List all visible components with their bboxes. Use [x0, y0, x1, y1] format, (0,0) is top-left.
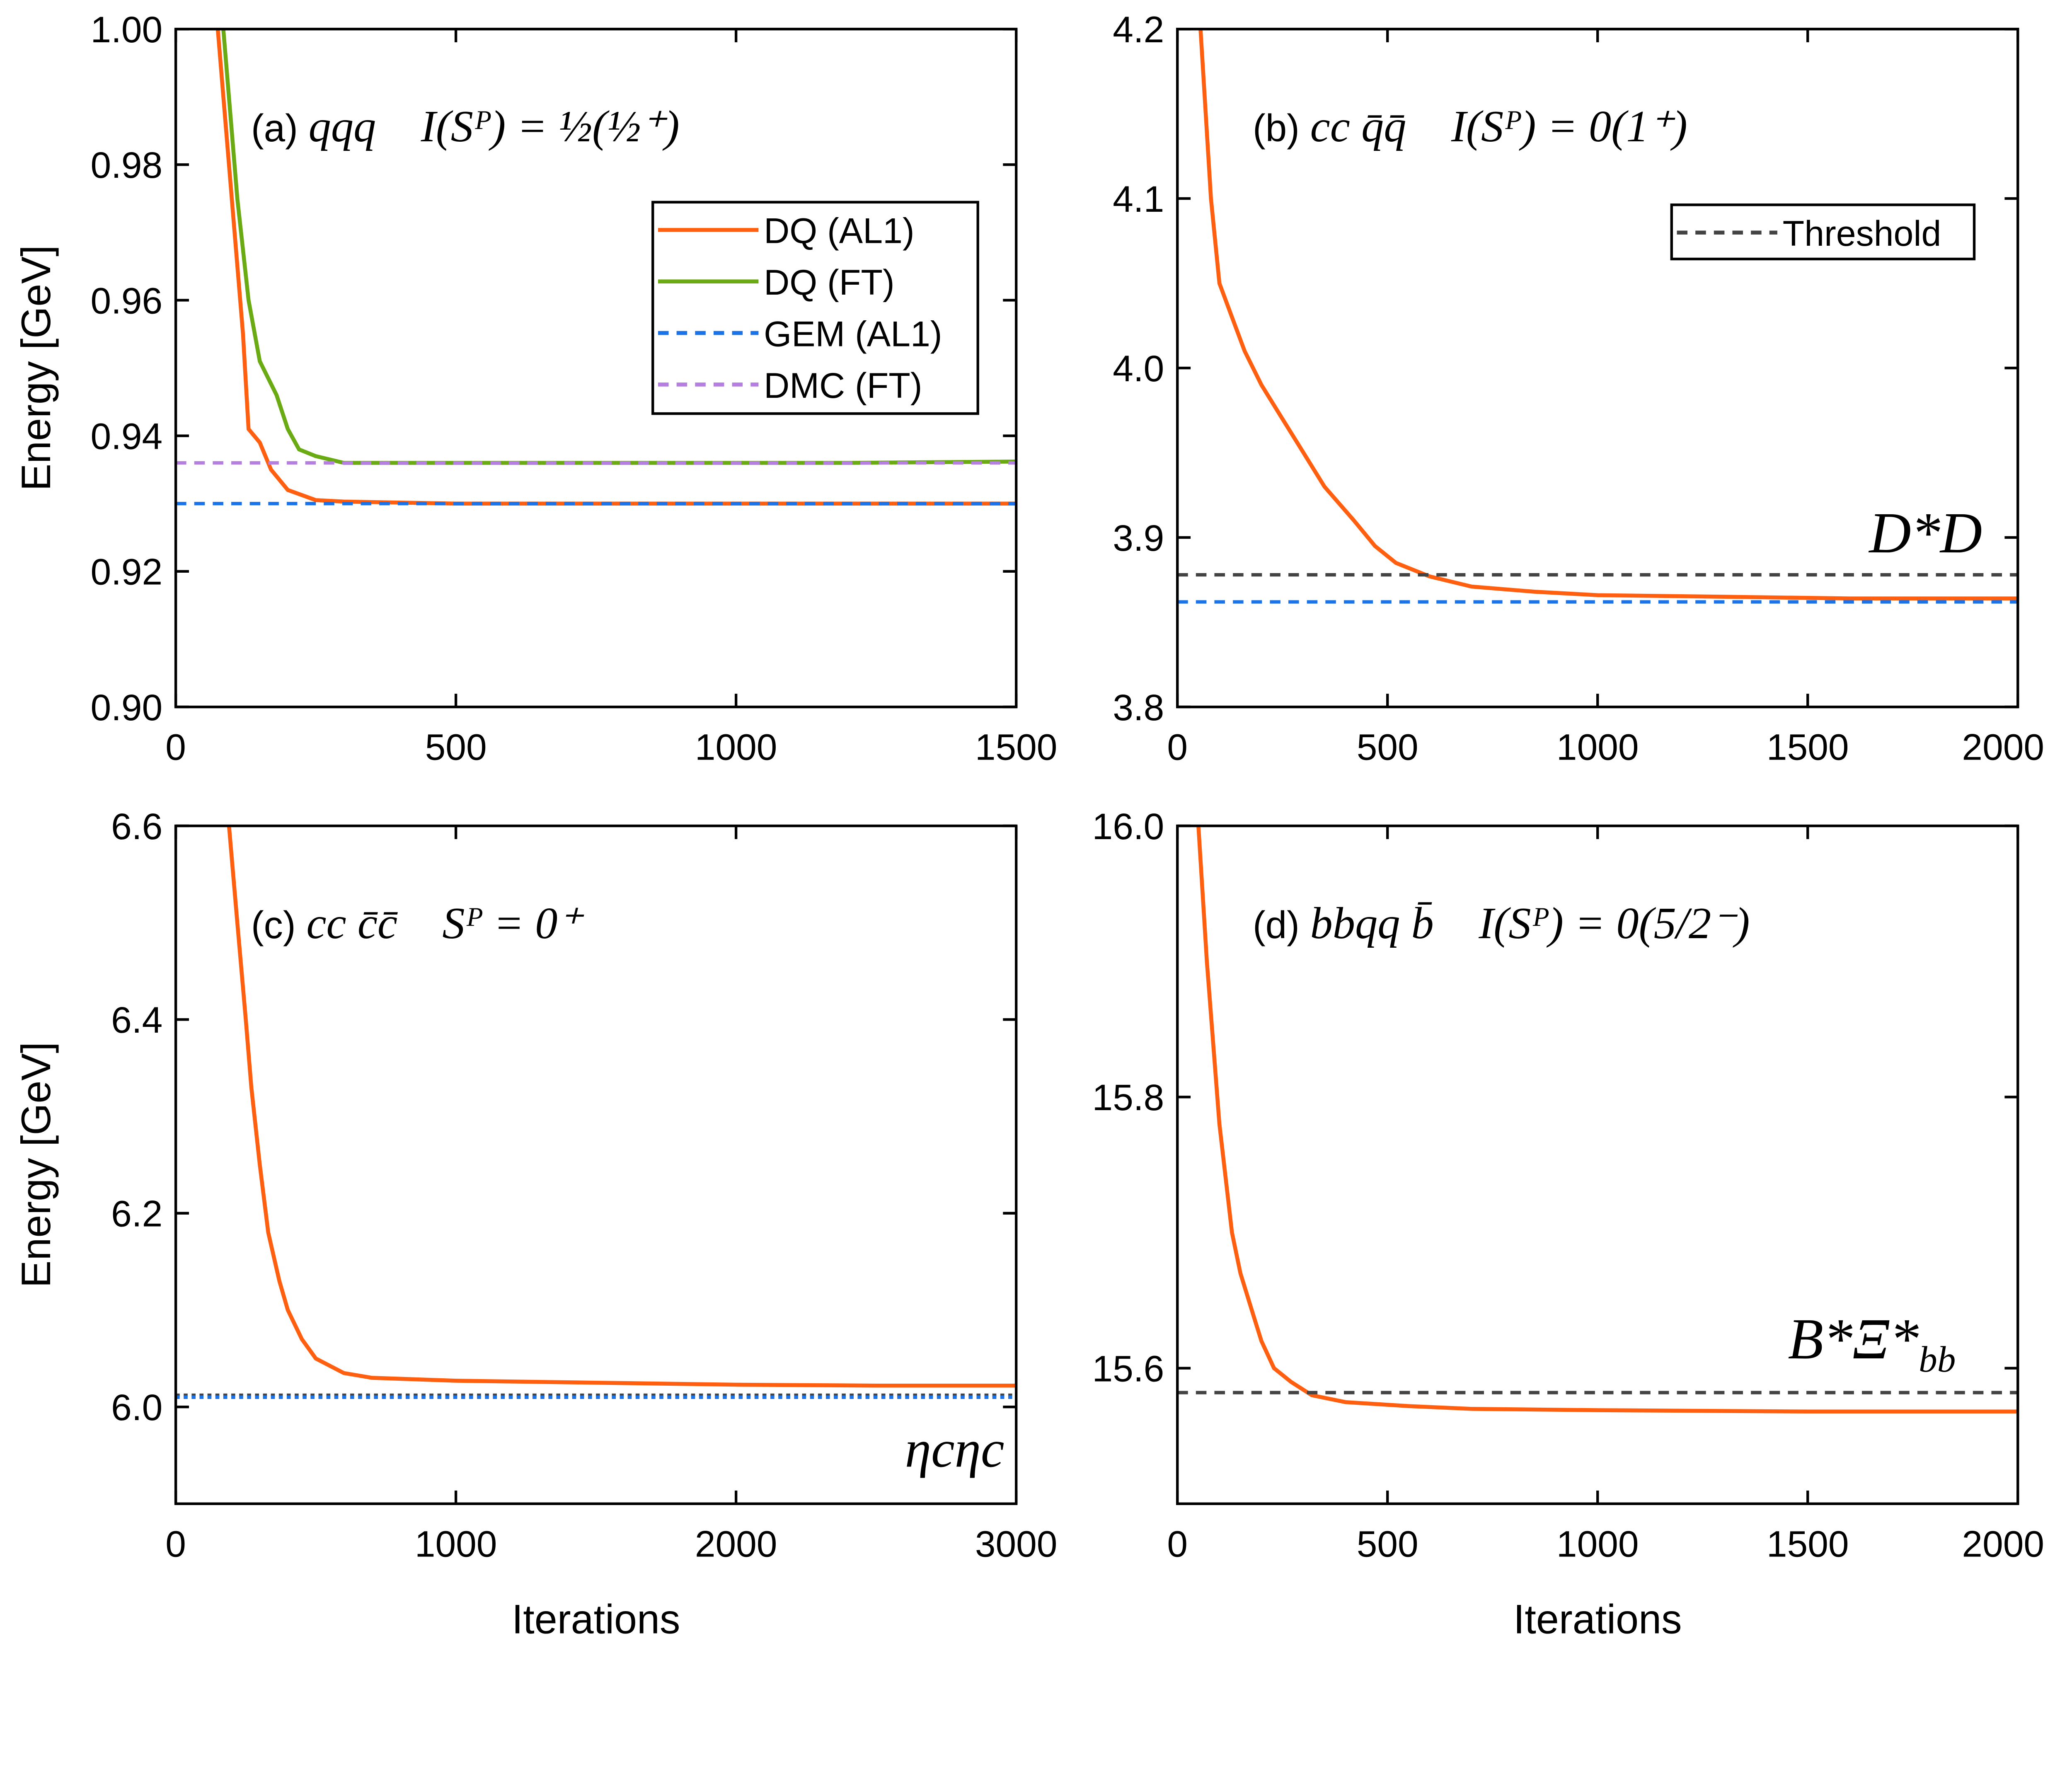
y-tick-label: 0.90: [90, 687, 162, 728]
panel-letter: (c): [251, 903, 307, 946]
y-tick-label: 1.00: [90, 9, 162, 50]
legend-box: [651, 201, 979, 415]
y-tick-label: 0.96: [90, 280, 162, 321]
x-tick-label: 500: [1357, 726, 1418, 768]
y-tick-label: 4.2: [1113, 9, 1164, 50]
panel-letter: (d): [1253, 903, 1310, 946]
panel-title: (a) qqq I(Sᴾ) = ½(½⁺): [251, 102, 680, 151]
y-tick-label: 16.0: [1092, 806, 1164, 847]
y-tick-label: 6.4: [111, 999, 162, 1041]
y-tick-label: 0.92: [90, 551, 162, 593]
y-tick-label: 0.94: [90, 416, 162, 457]
plot-frame: [174, 824, 1018, 1505]
series-line-dq: [227, 825, 1017, 1388]
panel-b: 0 500 1000 1500 2000 3.8 3.9 4.0 4.1 4.2 (b) cc q̄…: [1113, 9, 2044, 768]
x-tick-label: 3000: [975, 1523, 1058, 1564]
y-axis-label: Energy [GeV]: [13, 245, 59, 491]
y-tick-label: 3.9: [1113, 517, 1164, 559]
y-tick-label: 15.8: [1092, 1077, 1164, 1118]
series-line-dq: [1198, 29, 2018, 600]
threshold-subscript: bb: [1919, 1339, 1956, 1380]
x-tick-label: 1500: [1767, 1523, 1849, 1564]
legend-label: DQ (AL1): [764, 211, 915, 251]
panel-quantum: I(Sᴾ) = ½(½⁺): [421, 102, 680, 151]
x-tick-label: 1000: [415, 1523, 497, 1564]
x-tick-label: 500: [1357, 1523, 1418, 1564]
panel-quantum: Sᴾ = 0⁺: [442, 898, 584, 948]
threshold-label: B*Ξ*bb: [1788, 1307, 1956, 1380]
panel-quantum: I(Sᴾ) = 0(5/2⁻): [1478, 898, 1750, 948]
panel-letter: (b): [1253, 106, 1310, 150]
x-tick-label: 0: [1167, 726, 1188, 768]
legend-label: GEM (AL1): [764, 314, 942, 354]
plot-frame: [174, 27, 1018, 709]
legend-label: DMC (FT): [764, 366, 922, 406]
panel-system: cc c̄c̄: [306, 898, 398, 948]
x-tick-label: 0: [165, 726, 186, 768]
panel-system: qqq: [309, 102, 376, 151]
x-tick-label: 0: [1167, 1523, 1188, 1564]
y-axis-label: Energy [GeV]: [13, 1042, 59, 1288]
x-tick-label: 2000: [1962, 726, 2044, 768]
series-line-dq: [1196, 825, 2018, 1414]
y-tick-label: 15.6: [1092, 1348, 1164, 1389]
x-tick-label: 2000: [1962, 1523, 2044, 1564]
threshold-name: D*D: [1868, 501, 1982, 565]
x-tick-label: 500: [425, 726, 487, 768]
panel-title: (b) cc q̄q̄ I(Sᴾ) = 0(1⁺): [1253, 102, 1687, 151]
x-tick-label: 1000: [1556, 1523, 1639, 1564]
y-tick-label: 6.6: [111, 806, 162, 847]
y-tick-label: 4.1: [1113, 178, 1164, 220]
x-axis-label: Iterations: [1513, 1596, 1682, 1642]
y-tick-label: 3.8: [1113, 687, 1164, 728]
x-tick-label: 1000: [1556, 726, 1639, 768]
legend-label: Threshold: [1783, 214, 1941, 254]
panel-title: (c) cc c̄c̄ Sᴾ = 0⁺: [251, 898, 585, 948]
threshold-name: ηcηc: [905, 1420, 1005, 1479]
x-tick-label: 1500: [975, 726, 1058, 768]
panel-system: bbqq b̄: [1310, 898, 1434, 948]
panel-a: 0 500 1000 1500 0.90 0.92 0.94 0.96 0.98 1.00 Ener…: [13, 9, 1057, 768]
y-tick-label: 4.0: [1113, 348, 1164, 389]
panel-c: 0 1000 2000 3000 6.0 6.2 6.4 6.6 Energy [GeV] Ite…: [13, 806, 1057, 1642]
y-tick-label: 6.2: [111, 1193, 162, 1234]
panel-d: 0 500 1000 1500 2000 15.6 15.8 16.0 Iterations (d…: [1092, 806, 2044, 1642]
panel-system: cc q̄q̄: [1310, 102, 1406, 151]
threshold-label: ηcηc: [905, 1420, 1005, 1479]
figure: 0 500 1000 1500 0.90 0.92 0.94 0.96 0.98 1.00 Ener…: [13, 9, 2044, 1642]
legend-label: DQ (FT): [764, 263, 895, 303]
x-tick-label: 1500: [1767, 726, 1849, 768]
threshold-label: D*D: [1868, 501, 1982, 565]
legend: Threshold: [1670, 203, 1976, 261]
legend: DQ (AL1) DQ (FT) GEM (AL1) DMC (FT): [651, 201, 979, 415]
y-tick-label: 6.0: [111, 1387, 162, 1428]
threshold-name: B*Ξ*: [1788, 1307, 1919, 1371]
x-tick-label: 0: [165, 1523, 186, 1564]
panel-letter: (a): [251, 106, 309, 150]
y-tick-label: 0.98: [90, 144, 162, 186]
x-tick-label: 1000: [695, 726, 777, 768]
panel-quantum: I(Sᴾ) = 0(1⁺): [1451, 102, 1687, 151]
panel-title: (d) bbqq b̄ I(Sᴾ) = 0(5/2⁻): [1253, 898, 1750, 948]
x-axis-label: Iterations: [512, 1596, 680, 1642]
x-tick-label: 2000: [695, 1523, 777, 1564]
